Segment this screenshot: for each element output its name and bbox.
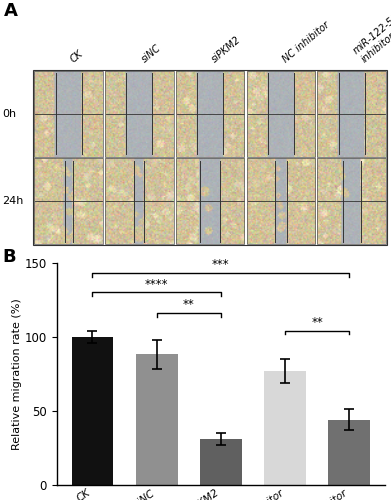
Bar [200, 439, 242, 485]
Text: ***: *** [212, 258, 230, 272]
Bar [34, 70, 103, 157]
Text: miR-122-5p
inhibitor: miR-122-5p inhibitor [352, 12, 391, 65]
Bar [317, 70, 386, 157]
Text: A: A [4, 2, 18, 21]
Text: NC inhibitor: NC inhibitor [281, 20, 332, 65]
Text: siNC: siNC [140, 44, 163, 65]
Text: siPKM2: siPKM2 [210, 35, 243, 65]
Bar [105, 158, 174, 244]
Bar [34, 158, 103, 244]
Text: **: ** [311, 316, 323, 329]
Text: B: B [2, 248, 16, 266]
Bar [328, 420, 370, 485]
Text: ****: **** [145, 278, 169, 290]
Bar [136, 354, 178, 485]
Text: CK: CK [69, 49, 85, 65]
Bar [176, 70, 244, 157]
Text: 0h: 0h [2, 109, 16, 118]
Bar [264, 371, 306, 485]
Text: **: ** [183, 298, 195, 312]
Bar [33, 70, 387, 245]
Y-axis label: Relative migration rate (%): Relative migration rate (%) [12, 298, 22, 450]
Bar [176, 158, 244, 244]
Text: 24h: 24h [2, 196, 23, 206]
Bar [72, 336, 113, 485]
Bar [317, 158, 386, 244]
Bar [247, 70, 315, 157]
Bar [105, 70, 174, 157]
Bar [247, 158, 315, 244]
